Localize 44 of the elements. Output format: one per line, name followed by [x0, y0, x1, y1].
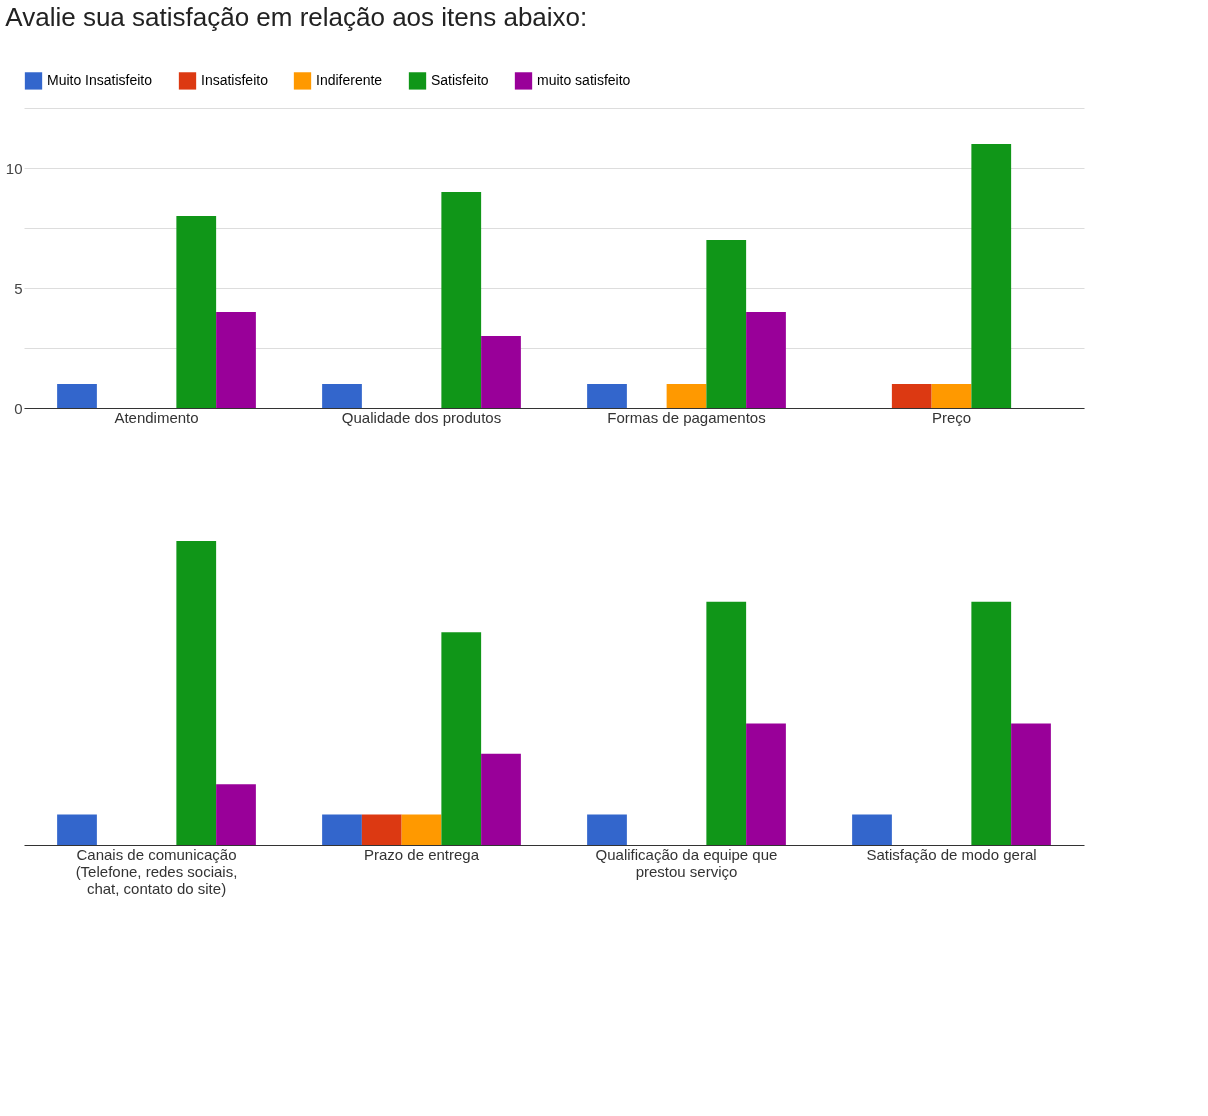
- x-tick-label: Atendimento: [114, 408, 199, 426]
- x-tick-label: Preço: [931, 408, 972, 426]
- x-tick-label: Canais de comunicação (Telefone, redes sociais, chat, contato do site): [75, 845, 238, 897]
- bar: [587, 814, 627, 845]
- y-tick-label: 5: [14, 279, 23, 297]
- bar: [401, 814, 442, 845]
- bar: [746, 723, 786, 845]
- legend-label: Insatisfeito: [201, 71, 269, 88]
- bar: [176, 216, 217, 408]
- bar: [931, 384, 972, 408]
- bar: [706, 240, 747, 408]
- bar: [216, 784, 256, 845]
- chart-title: Avalie sua satisfação em relação aos itens abaixo:: [5, 2, 588, 32]
- legend-label: Indiferente: [316, 71, 383, 88]
- bar: [1011, 723, 1051, 845]
- x-tick-label: Prazo de entrega: [363, 845, 480, 863]
- bar: [481, 336, 521, 408]
- x-tick-label: Qualidade dos produtos: [341, 408, 502, 426]
- bar: [57, 384, 97, 408]
- bar: [746, 312, 786, 408]
- bar: [176, 541, 217, 845]
- bar: [322, 814, 362, 845]
- legend-label: Satisfeito: [431, 71, 489, 88]
- x-tick-label: Formas de pagamentos: [607, 408, 766, 426]
- bar: [666, 384, 707, 408]
- x-tick-label: Satisfação de modo geral: [866, 845, 1037, 863]
- bar: [441, 192, 482, 408]
- bar: [971, 144, 1012, 408]
- x-tick-label: Qualificação da equipe que prestou serviço: [595, 845, 778, 880]
- bar: [322, 384, 362, 408]
- bar: [361, 814, 402, 845]
- bar: [706, 601, 747, 845]
- bar: [216, 312, 256, 408]
- bar: [481, 753, 521, 845]
- legend-label: Muito Insatisfeito: [47, 71, 153, 88]
- bar: [891, 384, 932, 408]
- bar: [971, 601, 1012, 845]
- bar: [441, 632, 482, 845]
- bar: [852, 814, 892, 845]
- bar: [587, 384, 627, 408]
- y-tick-label: 0: [14, 399, 23, 417]
- legend-label: muito satisfeito: [537, 71, 631, 88]
- bar: [57, 814, 97, 845]
- y-tick-label: 10: [5, 159, 23, 177]
